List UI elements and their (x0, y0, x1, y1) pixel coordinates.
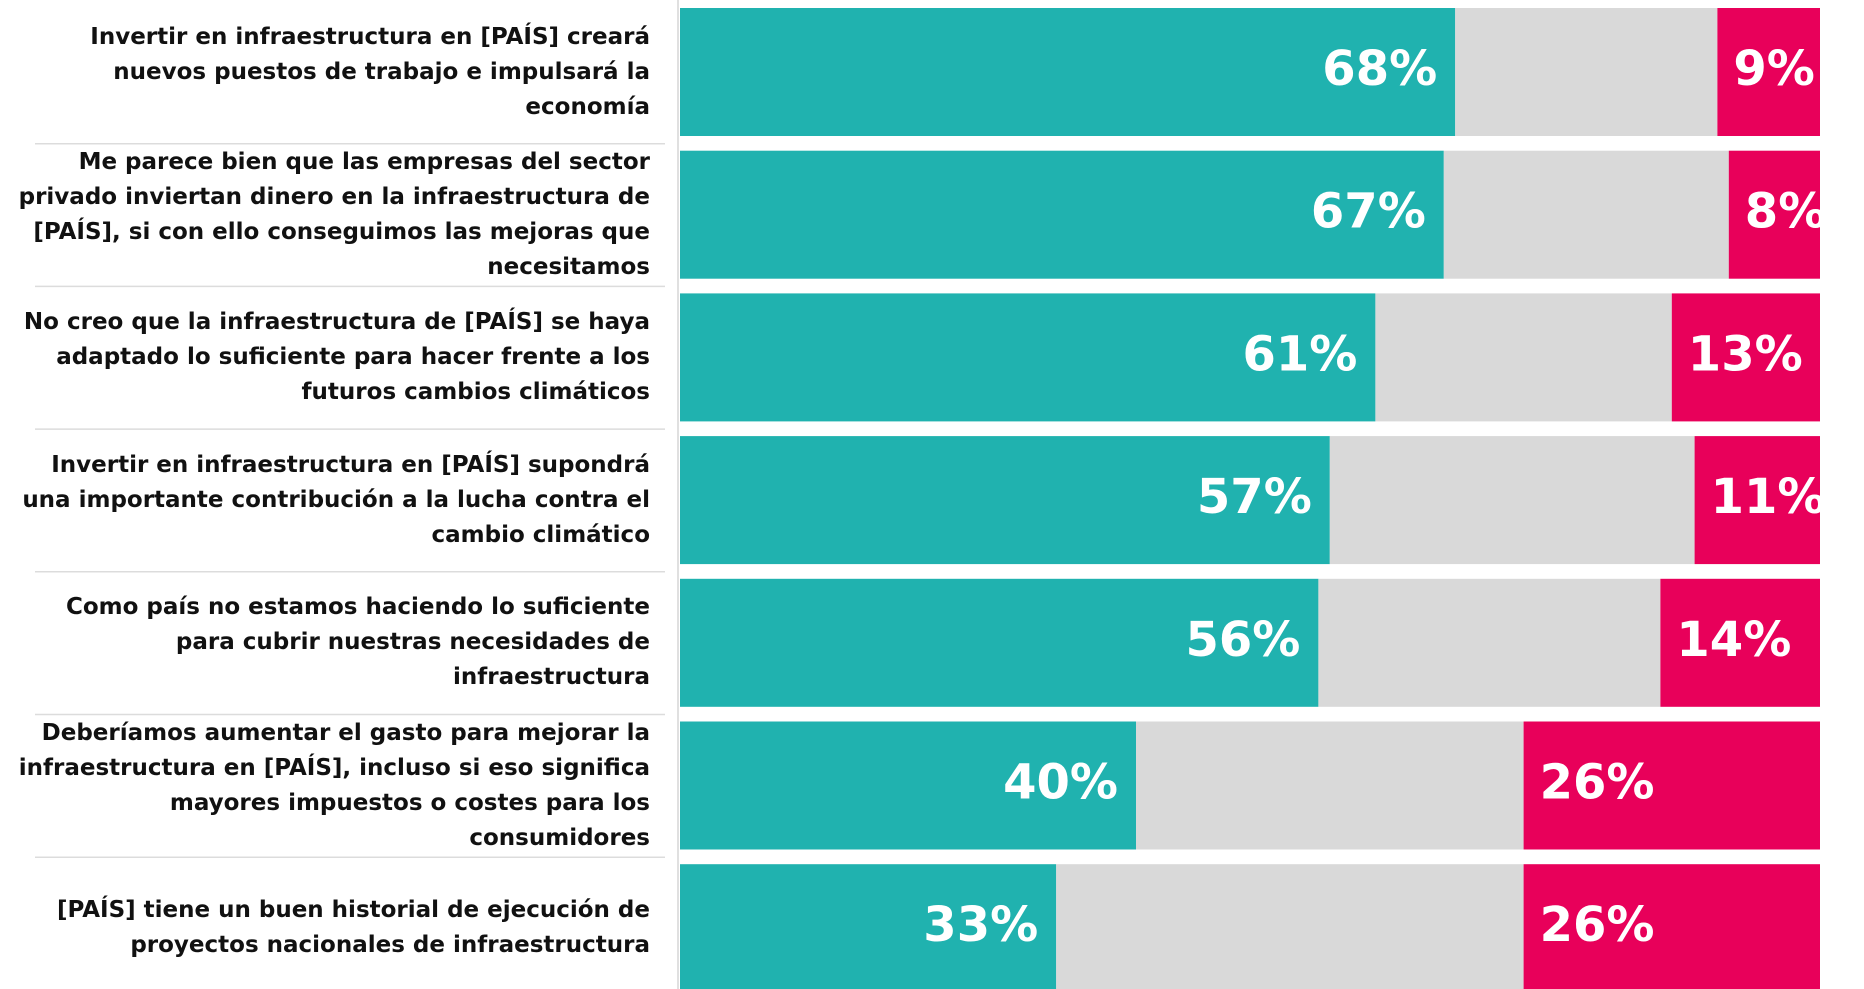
bar-segment (1694, 436, 1820, 565)
value-label: 8% (1745, 184, 1827, 240)
value-label: 33% (923, 897, 1038, 953)
category-label: Como país no estamos haciendo lo suficie… (65, 594, 650, 691)
bar-segment (680, 436, 1330, 565)
value-label: 61% (1243, 326, 1358, 382)
bar-segment (1329, 436, 1695, 565)
category-label: Deberíamos aumentar el gasto para mejora… (18, 719, 650, 851)
category-label: Me parece bien que las empresas del sect… (18, 148, 650, 280)
value-label: 56% (1186, 612, 1301, 668)
bar-segment (1671, 293, 1820, 422)
category-label: No creo que la infraestructura de [PAÍS]… (23, 308, 650, 405)
bar-segment (1136, 721, 1524, 850)
bar-segment (680, 8, 1456, 136)
value-label: 9% (1733, 41, 1815, 97)
value-label: 57% (1197, 469, 1312, 525)
category-label: Invertir en infraestructura en [PAÍS] su… (22, 451, 650, 548)
bar-segment (1728, 150, 1820, 279)
bar-segment (680, 150, 1444, 279)
bar-segment (1523, 864, 1820, 989)
value-label: 26% (1540, 897, 1655, 953)
bar-segment (1318, 578, 1661, 707)
bar-segment (680, 721, 1136, 850)
value-label: 11% (1711, 469, 1826, 525)
value-label: 40% (1003, 755, 1118, 811)
bar-segment (680, 293, 1376, 422)
bar-segment (1455, 8, 1718, 136)
bar-segment (1717, 8, 1820, 136)
value-label: 67% (1311, 184, 1426, 240)
value-label: 13% (1688, 326, 1803, 382)
value-label: 26% (1540, 755, 1655, 811)
bar-segment (1443, 150, 1729, 279)
value-label: 14% (1676, 612, 1791, 668)
bar-segment (1056, 864, 1524, 989)
bar-segment (680, 864, 1057, 989)
category-label: Invertir en infraestructura en [PAÍS] cr… (90, 23, 650, 120)
category-label: [PAÍS] tiene un buen historial de ejecuc… (56, 897, 650, 959)
bar-segment (680, 578, 1319, 707)
value-label: 68% (1322, 41, 1437, 97)
bar-segment (1660, 578, 1820, 707)
bar-segment (1523, 721, 1820, 850)
bar-segment (1375, 293, 1672, 422)
